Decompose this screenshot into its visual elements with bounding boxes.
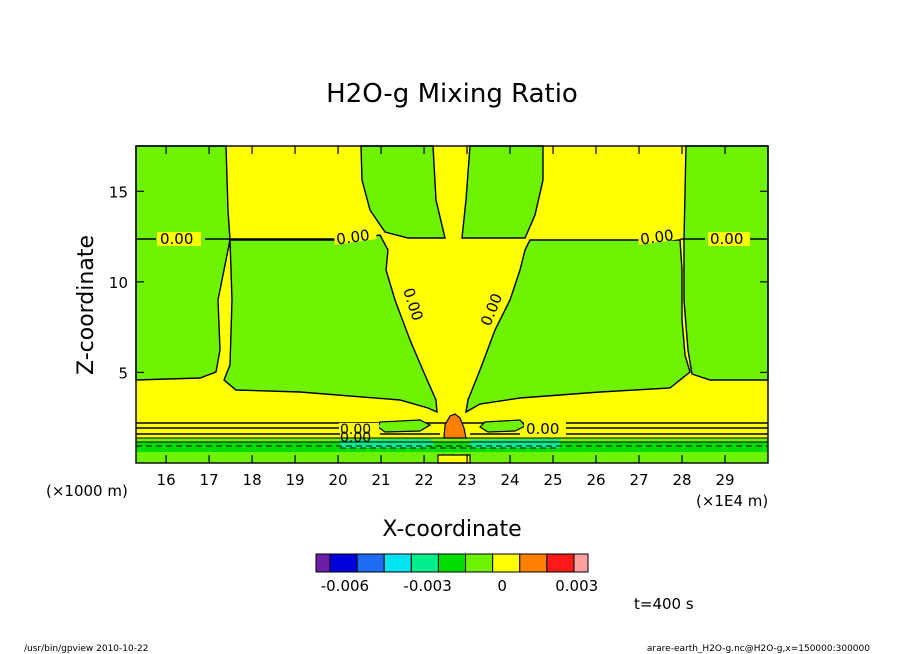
contour-fill-yellow-nub xyxy=(437,454,471,464)
time-annotation: t=400 s xyxy=(634,595,694,613)
y-tick-label: 15 xyxy=(109,183,128,201)
chart-title: H2O-g Mixing Ratio xyxy=(326,79,578,109)
x-axis: 16 17 18 19 20 21 22 23 24 25 26 27 28 29 xyxy=(157,146,735,489)
y-scale-label: (×1000 m) xyxy=(46,482,128,500)
contour-label: 0.00 xyxy=(340,430,371,446)
contour-fill-green-left-funnel xyxy=(223,234,438,414)
contour-fill-blue-green-right xyxy=(468,439,560,448)
colorbar-underflow xyxy=(315,553,331,573)
plot-area: 0.00 0.00 0.00 0.00 0.00 0.00 0.00 0.00 … xyxy=(135,145,769,464)
colorbar-swatch xyxy=(383,553,412,573)
contour-fill-green-right-column xyxy=(461,145,544,239)
x-tick-label: 29 xyxy=(715,471,734,489)
contour-lines-dashed xyxy=(136,445,768,449)
contour-label: 0.00 xyxy=(526,420,559,438)
contour-label: 0.00 xyxy=(340,422,371,438)
contour-label: 0.00 xyxy=(160,230,193,248)
x-tick-label: 17 xyxy=(200,471,219,489)
colorbar-swatch xyxy=(465,553,494,573)
colorbar-swatch xyxy=(410,553,439,573)
colorbar-swatch xyxy=(492,553,521,573)
footer-right: arare-earth_H2O-g.nc@H2O-g,x=150000:3000… xyxy=(647,644,870,654)
x-scale-label: (×1E4 m) xyxy=(696,492,768,510)
colorbar-overflow xyxy=(573,553,589,573)
colorbar-tick-label: -0.003 xyxy=(403,577,451,595)
contour-label: 0.00 xyxy=(710,230,743,248)
footer-left: /usr/bin/gpview 2010-10-22 xyxy=(24,644,148,654)
y-tick-label: 10 xyxy=(109,274,128,292)
contour-fill-green-low-right xyxy=(479,419,526,433)
plot-frame xyxy=(135,145,769,464)
x-tick-label: 27 xyxy=(629,471,648,489)
x-tick-label: 20 xyxy=(329,471,348,489)
y-tick-label: 5 xyxy=(118,364,128,382)
contour-label: 0.00 xyxy=(639,226,675,248)
colorbar-swatch xyxy=(329,553,358,573)
colorbar-tick-label: 0.003 xyxy=(555,577,598,595)
x-tick-label: 25 xyxy=(543,471,562,489)
x-tick-label: 19 xyxy=(286,471,305,489)
contour-fill-green-low-left xyxy=(377,419,432,433)
y-axis: 5 10 15 xyxy=(109,183,768,382)
contour-fill-green-right-funnel xyxy=(465,239,691,414)
contour-fill-green-left-column xyxy=(360,145,446,239)
colorbar: -0.006 -0.003 0 0.003 xyxy=(315,553,598,595)
contour-fill-green-left-edge xyxy=(135,145,231,381)
x-tick-label: 24 xyxy=(500,471,519,489)
colorbar-tick-label: -0.006 xyxy=(321,577,369,595)
x-tick-label: 16 xyxy=(157,471,176,489)
colorbar-swatch xyxy=(519,553,548,573)
colorbar-swatch xyxy=(437,553,467,573)
x-axis-label: X-coordinate xyxy=(382,517,521,542)
contour-label: 0.00 xyxy=(335,226,371,248)
contour-fill-orange-blob xyxy=(443,413,467,439)
x-tick-label: 18 xyxy=(243,471,262,489)
colorbar-tick-label: 0 xyxy=(497,577,507,595)
contour-fill-green-right-edge xyxy=(683,145,769,381)
x-tick-label: 26 xyxy=(586,471,605,489)
y-axis-label: Z-coordinate xyxy=(74,235,99,375)
x-tick-label: 21 xyxy=(372,471,391,489)
x-tick-label: 22 xyxy=(415,471,434,489)
x-tick-label: 23 xyxy=(458,471,477,489)
colorbar-swatch xyxy=(356,553,385,573)
contour-band-green-lower-mid xyxy=(136,438,768,442)
x-tick-label: 28 xyxy=(672,471,691,489)
contour-labels: 0.00 0.00 0.00 0.00 0.00 0.00 0.00 0.00 … xyxy=(157,225,750,446)
colorbar-swatch xyxy=(546,553,575,573)
